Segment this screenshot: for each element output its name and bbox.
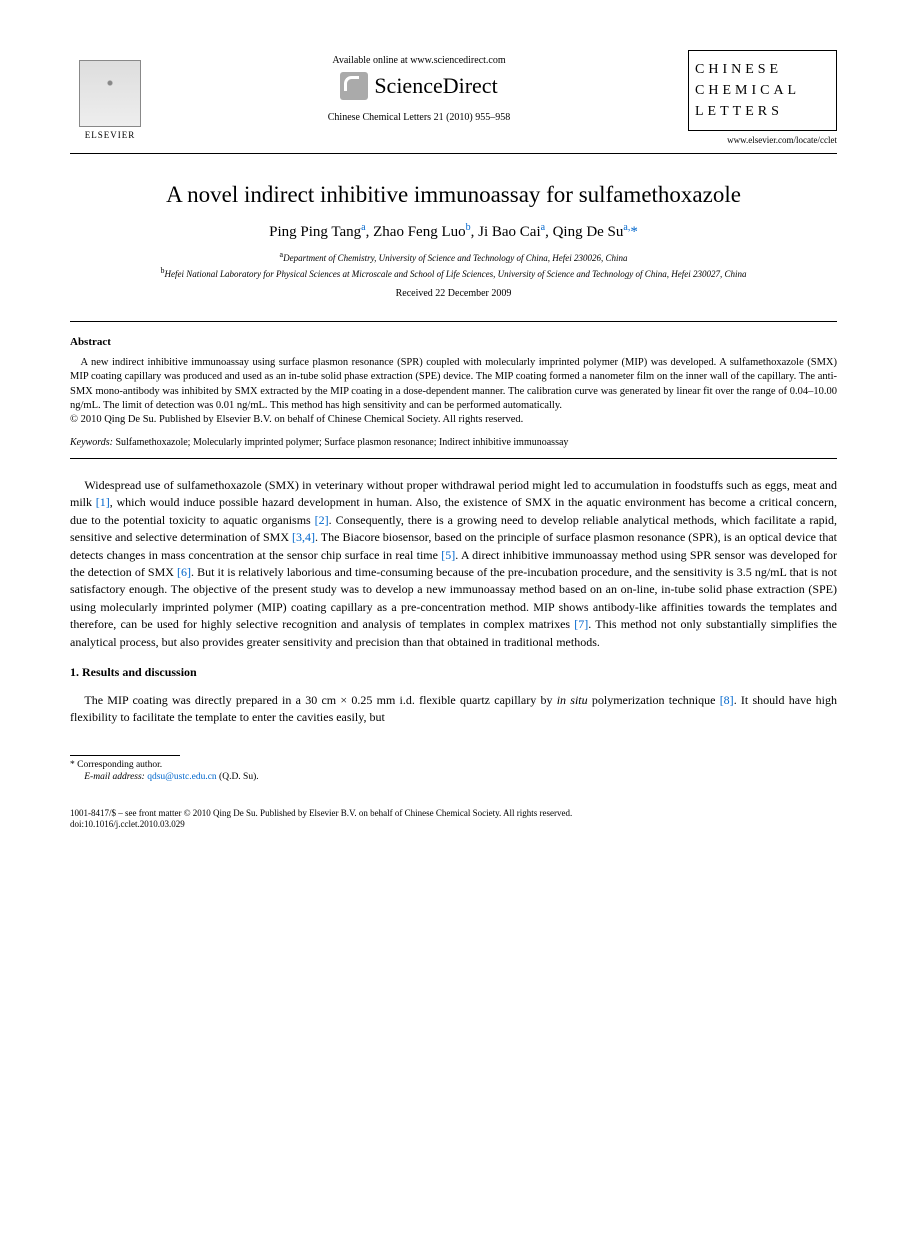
doi-line: doi:10.1016/j.cclet.2010.03.029 <box>70 819 837 831</box>
abstract-block: Abstract A new indirect inhibitive immun… <box>70 321 837 459</box>
abstract-heading: Abstract <box>70 336 837 348</box>
footnote-rule <box>70 755 180 756</box>
page-container: ELSEVIER Available online at www.science… <box>0 0 907 871</box>
keywords-label: Keywords: <box>70 437 113 448</box>
ref-6[interactable]: [6] <box>177 565 191 579</box>
email-label: E-mail address: <box>84 772 145 782</box>
keywords-line: Keywords: Sulfamethoxazole; Molecularly … <box>70 437 837 448</box>
header-rule <box>70 153 837 154</box>
author-2: Zhao Feng Luo <box>373 224 465 240</box>
author-4: Qing De Su <box>553 224 624 240</box>
journal-box-wrap: CHINESE CHEMICAL LETTERS www.elsevier.co… <box>688 50 837 145</box>
elsevier-logo: ELSEVIER <box>70 50 150 140</box>
author-line: Ping Ping Tanga, Zhao Feng Luob, Ji Bao … <box>70 222 837 241</box>
author-1-affil: a <box>361 222 365 233</box>
elsevier-tree-icon <box>79 60 141 127</box>
email-address[interactable]: qdsu@ustc.edu.cn <box>147 772 216 782</box>
ref-3-4[interactable]: [3,4] <box>292 530 315 544</box>
article-title: A novel indirect inhibitive immunoassay … <box>70 182 837 208</box>
ref-7[interactable]: [7] <box>574 617 588 631</box>
para2-b: polymerization technique <box>588 693 720 707</box>
center-header: Available online at www.sciencedirect.co… <box>150 50 688 123</box>
journal-citation: Chinese Chemical Letters 21 (2010) 955–9… <box>150 112 688 123</box>
sciencedirect-text: ScienceDirect <box>374 73 497 99</box>
header-row: ELSEVIER Available online at www.science… <box>70 50 837 145</box>
results-paragraph: The MIP coating was directly prepared in… <box>70 692 837 727</box>
keywords-text: Sulfamethoxazole; Molecularly imprinted … <box>113 437 568 448</box>
journal-box-line2: CHEMICAL <box>695 80 830 101</box>
journal-box-line1: CHINESE <box>695 59 830 80</box>
abstract-text: A new indirect inhibitive immunoassay us… <box>70 356 837 413</box>
elsevier-label: ELSEVIER <box>85 130 136 140</box>
affiliations: aDepartment of Chemistry, University of … <box>70 249 837 280</box>
issn-line: 1001-8417/$ – see front matter © 2010 Qi… <box>70 808 837 820</box>
corresponding-mark: * <box>630 224 638 240</box>
sciencedirect-icon <box>340 72 368 100</box>
sciencedirect-logo: ScienceDirect <box>150 72 688 100</box>
locate-url: www.elsevier.com/locate/cclet <box>688 135 837 145</box>
received-date: Received 22 December 2009 <box>70 288 837 299</box>
author-3: Ji Bao Cai <box>478 224 541 240</box>
journal-cover-box: CHINESE CHEMICAL LETTERS <box>688 50 837 131</box>
bottom-matter: 1001-8417/$ – see front matter © 2010 Qi… <box>70 808 837 831</box>
affil-a: Department of Chemistry, University of S… <box>283 253 627 263</box>
author-3-affil: a <box>541 222 545 233</box>
email-line: E-mail address: qdsu@ustc.edu.cn (Q.D. S… <box>70 772 837 782</box>
affil-b: Hefei National Laboratory for Physical S… <box>165 269 747 279</box>
para2-italic: in situ <box>557 693 588 707</box>
author-2-affil: b <box>466 222 471 233</box>
ref-5[interactable]: [5] <box>441 548 455 562</box>
email-person: (Q.D. Su). <box>217 772 259 782</box>
ref-2[interactable]: [2] <box>315 513 329 527</box>
intro-paragraph: Widespread use of sulfamethoxazole (SMX)… <box>70 477 837 651</box>
ref-1[interactable]: [1] <box>96 495 110 509</box>
journal-box-line3: LETTERS <box>695 101 830 122</box>
para2-a: The MIP coating was directly prepared in… <box>84 693 556 707</box>
ref-8[interactable]: [8] <box>720 693 734 707</box>
footnote-block: * Corresponding author. E-mail address: … <box>70 755 837 831</box>
author-1: Ping Ping Tang <box>269 224 361 240</box>
section-1-heading: 1. Results and discussion <box>70 665 837 680</box>
corresponding-author-label: * Corresponding author. <box>70 760 837 770</box>
abstract-copyright: © 2010 Qing De Su. Published by Elsevier… <box>70 413 837 427</box>
available-online-text: Available online at www.sciencedirect.co… <box>150 55 688 66</box>
